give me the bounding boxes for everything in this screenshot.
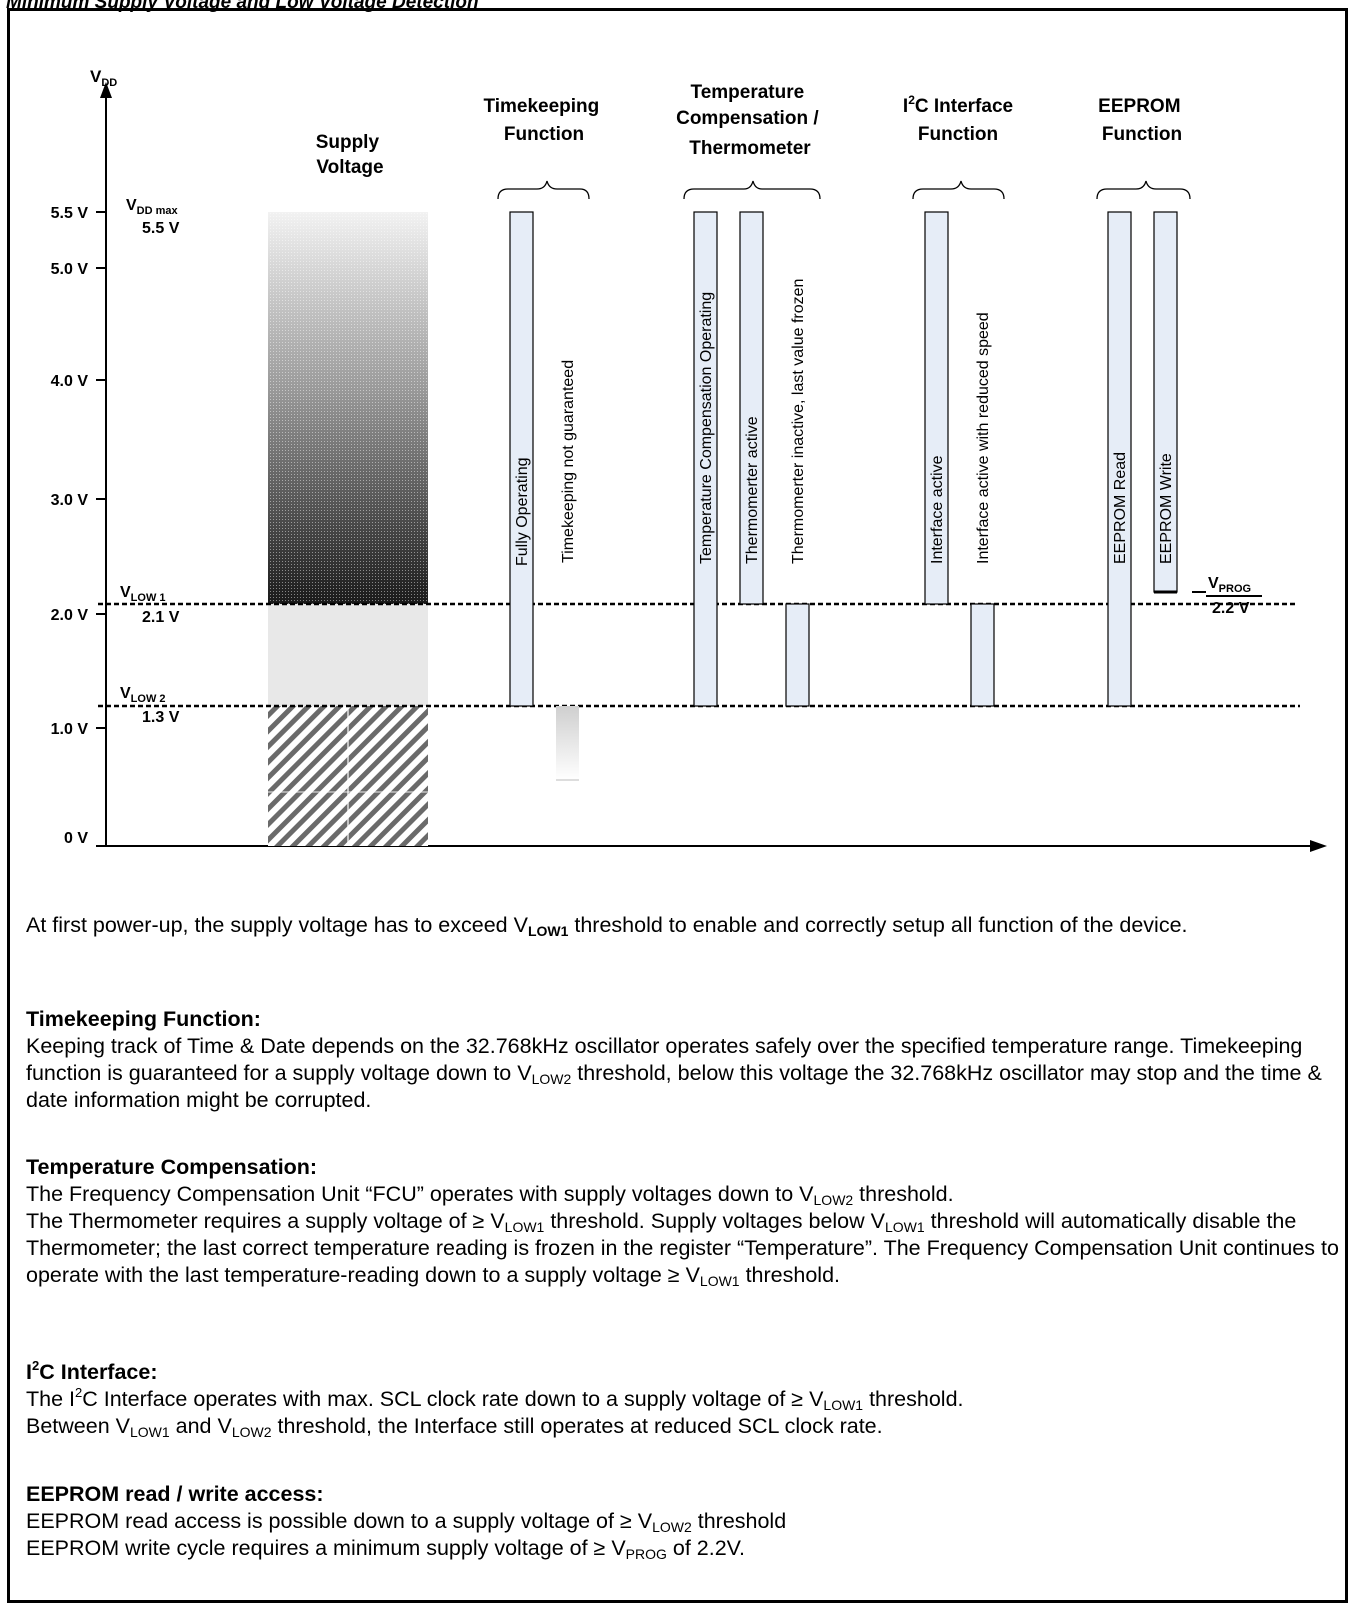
bar-interface-reduced xyxy=(970,603,995,707)
label-fully-operating: Fully Operating xyxy=(514,458,531,567)
label-thermometer-active: Thermomerter active xyxy=(744,416,761,564)
tick-label: 3.0 V xyxy=(51,492,89,509)
bar-interface-active xyxy=(924,211,949,605)
header-i2c: I2C Interface xyxy=(903,93,1013,117)
i2c-section: I2C Interface: The I2C Interface operate… xyxy=(26,1359,1348,1440)
vprog-value: 2.2 V xyxy=(1212,600,1250,617)
y-axis-arrow xyxy=(100,82,112,98)
frame xyxy=(7,8,1348,1603)
brace-temperature xyxy=(683,180,821,200)
vddmax-value: 5.5 V xyxy=(142,220,180,237)
brace-timekeeping xyxy=(497,180,590,200)
header-timekeeping: Timekeeping Function xyxy=(483,96,604,145)
y-axis-label: VDD xyxy=(90,67,117,89)
tick-label: 4.0 V xyxy=(51,373,89,390)
label-interface-active: Interface active xyxy=(929,455,946,564)
y-ticks: 5.5 V 5.0 V 4.0 V 3.0 V 2.0 V 1.0 V 0 V xyxy=(51,205,106,847)
i2c-heading: I2C Interface: xyxy=(26,1358,158,1384)
label-thermometer-inactive: Thermomerter inactive, last value frozen xyxy=(790,279,807,564)
tick-label: 1.0 V xyxy=(51,721,89,738)
label-eeprom-read: EEPROM Read xyxy=(1112,452,1129,564)
supply-voltage-label: Supply Voltage xyxy=(316,132,385,178)
tick-label: 5.5 V xyxy=(51,205,89,222)
supply-low-region xyxy=(268,604,428,706)
vddmax-label: VDD max xyxy=(126,197,179,217)
voltage-diagram: VDD 5.5 V 5.0 V 4.0 V 3.0 V 2.0 V 1.0 V … xyxy=(51,67,1327,852)
tick-label: 5.0 V xyxy=(51,261,89,278)
tempcomp-heading: Temperature Compensation: xyxy=(26,1155,318,1179)
eeprom-heading: EEPROM read / write access: xyxy=(26,1482,324,1506)
label-interface-reduced: Interface active with reduced speed xyxy=(975,312,992,564)
bar-timekeeping-not-guaranteed xyxy=(556,706,579,780)
eeprom-section: EEPROM read / write access: EEPROM read … xyxy=(26,1481,1348,1562)
intro-paragraph: At first power-up, the supply voltage ha… xyxy=(26,913,1188,939)
timekeeping-section: Timekeeping Function: Keeping track of T… xyxy=(26,1006,1348,1114)
label-eeprom-write: EEPROM Write xyxy=(1158,453,1175,564)
vlow2-label: VLOW 2 xyxy=(120,685,166,705)
label-temp-comp-operating: Temperature Compensation Operating xyxy=(698,292,715,564)
vlow1-value: 2.1 V xyxy=(142,609,180,626)
bar-thermometer-inactive xyxy=(785,603,810,707)
timekeeping-heading: Timekeeping Function: xyxy=(26,1007,261,1031)
tempcomp-section: Temperature Compensation: The Frequency … xyxy=(26,1154,1348,1289)
tick-label: 2.0 V xyxy=(51,607,89,624)
x-axis-arrow xyxy=(1310,840,1327,852)
vlow1-label: VLOW 1 xyxy=(120,584,166,604)
brace-eeprom xyxy=(1096,180,1191,200)
brace-i2c xyxy=(912,180,1005,200)
bar-eeprom-read xyxy=(1107,211,1132,707)
tick-label: 0 V xyxy=(64,830,88,847)
label-timekeeping-not-guaranteed: Timekeeping not guaranteed xyxy=(560,360,577,563)
bar-fully-operating xyxy=(509,211,534,707)
vprog-label: VPROG xyxy=(1208,575,1251,595)
header-eeprom: EEPROM Function xyxy=(1098,96,1186,145)
vlow2-value: 1.3 V xyxy=(142,709,180,726)
bar-thermometer-active xyxy=(739,211,764,605)
bar-temp-comp-operating xyxy=(693,211,718,707)
header-temperature: Temperature Compensation / Thermometer xyxy=(676,82,824,159)
header-i2c-line2: Function xyxy=(918,124,998,145)
